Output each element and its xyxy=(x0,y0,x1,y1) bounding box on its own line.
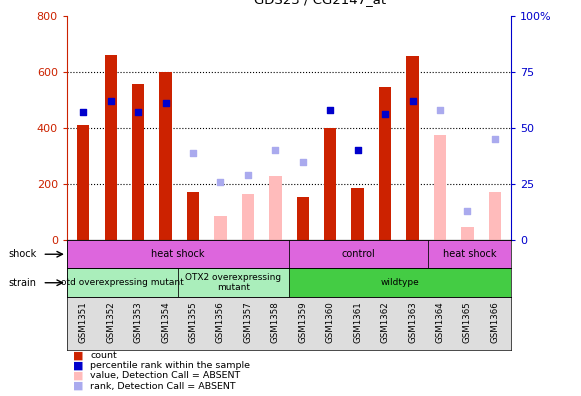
Bar xyxy=(406,57,419,240)
Text: ■: ■ xyxy=(73,371,83,381)
Point xyxy=(134,109,143,115)
Text: GSM1357: GSM1357 xyxy=(243,301,252,343)
Point xyxy=(408,98,417,104)
Text: ■: ■ xyxy=(73,360,83,371)
Text: GSM1360: GSM1360 xyxy=(326,301,335,343)
Text: GSM1356: GSM1356 xyxy=(216,301,225,343)
Bar xyxy=(296,196,309,240)
Bar xyxy=(105,55,117,240)
Text: GSM1355: GSM1355 xyxy=(188,301,198,343)
Text: control: control xyxy=(342,249,375,259)
Text: GSM1358: GSM1358 xyxy=(271,301,280,343)
Text: strain: strain xyxy=(9,278,37,288)
Point xyxy=(325,107,335,113)
Point xyxy=(435,107,444,113)
Bar xyxy=(214,216,227,240)
Text: GDS23 / CG2147_at: GDS23 / CG2147_at xyxy=(254,0,386,6)
Point xyxy=(353,147,363,154)
Text: GSM1361: GSM1361 xyxy=(353,301,362,343)
Text: GSM1351: GSM1351 xyxy=(79,301,88,343)
Bar xyxy=(67,268,178,297)
Bar xyxy=(352,188,364,240)
Bar xyxy=(461,227,474,240)
Point xyxy=(381,111,390,118)
Text: value, Detection Call = ABSENT: value, Detection Call = ABSENT xyxy=(90,371,241,380)
Text: GSM1364: GSM1364 xyxy=(435,301,444,343)
Point xyxy=(243,172,253,178)
Text: GSM1365: GSM1365 xyxy=(463,301,472,343)
Bar xyxy=(242,194,254,240)
Bar xyxy=(77,125,89,240)
Bar xyxy=(269,175,282,240)
Bar xyxy=(289,268,511,297)
Text: GSM1352: GSM1352 xyxy=(106,301,115,343)
Text: GSM1363: GSM1363 xyxy=(408,301,417,343)
Text: GSM1353: GSM1353 xyxy=(134,301,143,343)
Text: GSM1354: GSM1354 xyxy=(161,301,170,343)
Point xyxy=(462,208,472,214)
Point xyxy=(216,179,225,185)
Bar xyxy=(379,87,391,240)
Bar xyxy=(159,72,172,240)
Text: OTX2 overexpressing
mutant: OTX2 overexpressing mutant xyxy=(185,273,282,292)
Bar xyxy=(489,192,501,240)
Text: GSM1362: GSM1362 xyxy=(381,301,390,343)
Bar xyxy=(187,192,199,240)
Text: heat shock: heat shock xyxy=(151,249,205,259)
Point xyxy=(490,136,500,142)
Bar xyxy=(132,84,144,240)
Point xyxy=(188,149,198,156)
Text: GSM1359: GSM1359 xyxy=(298,301,307,343)
Point xyxy=(271,147,280,154)
Text: rank, Detection Call = ABSENT: rank, Detection Call = ABSENT xyxy=(90,382,236,390)
Text: count: count xyxy=(90,351,117,360)
Point xyxy=(106,98,116,104)
Point xyxy=(298,158,307,165)
Text: otd overexpressing mutant: otd overexpressing mutant xyxy=(61,278,184,287)
Text: ■: ■ xyxy=(73,381,83,391)
Text: ■: ■ xyxy=(73,350,83,360)
Bar xyxy=(289,240,428,268)
Point xyxy=(78,109,88,115)
Bar xyxy=(67,240,289,268)
Text: wildtype: wildtype xyxy=(381,278,419,287)
Text: heat shock: heat shock xyxy=(443,249,496,259)
Text: GSM1366: GSM1366 xyxy=(490,301,499,343)
Bar xyxy=(428,240,511,268)
Point xyxy=(161,100,170,107)
Text: percentile rank within the sample: percentile rank within the sample xyxy=(90,361,250,370)
Bar xyxy=(178,268,289,297)
Bar xyxy=(434,135,446,240)
Text: shock: shock xyxy=(9,249,37,259)
Bar xyxy=(324,128,336,240)
